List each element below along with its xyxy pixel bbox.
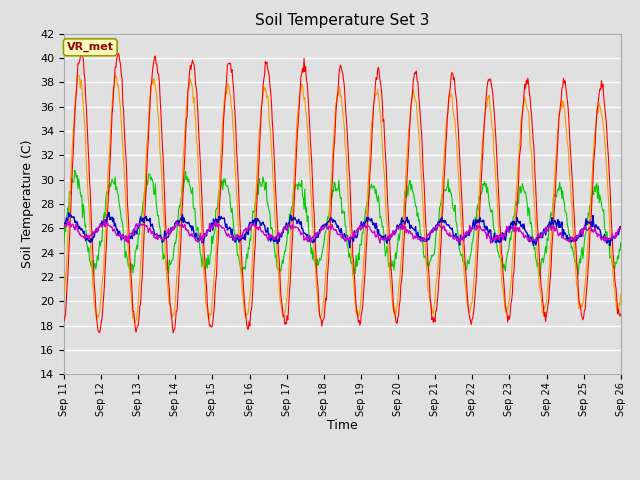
Title: Soil Temperature Set 3: Soil Temperature Set 3	[255, 13, 429, 28]
X-axis label: Time: Time	[327, 419, 358, 432]
Text: VR_met: VR_met	[67, 42, 114, 52]
Y-axis label: Soil Temperature (C): Soil Temperature (C)	[22, 140, 35, 268]
